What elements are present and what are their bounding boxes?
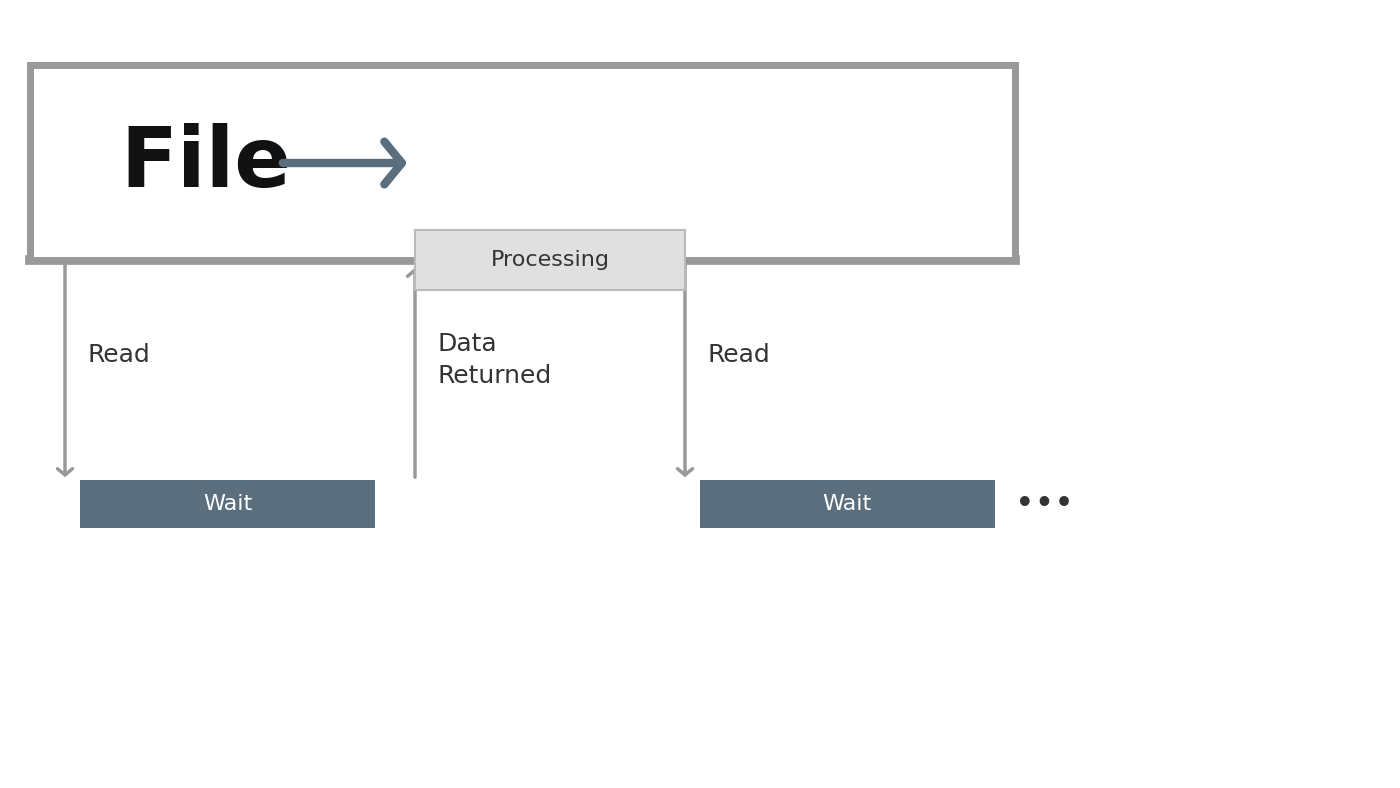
Text: Read: Read [88, 343, 151, 367]
Text: Data
Returned: Data Returned [438, 333, 552, 388]
Bar [80, 480, 375, 528]
Text: •••: ••• [1015, 488, 1074, 521]
Text: Read: Read [708, 343, 771, 367]
Bar [29, 65, 1015, 260]
Text: Wait: Wait [822, 494, 872, 514]
Text: Wait: Wait [203, 494, 252, 514]
Bar [700, 480, 995, 528]
Text: Processing: Processing [490, 250, 609, 270]
Text: File: File [120, 122, 291, 203]
Bar [414, 230, 685, 290]
